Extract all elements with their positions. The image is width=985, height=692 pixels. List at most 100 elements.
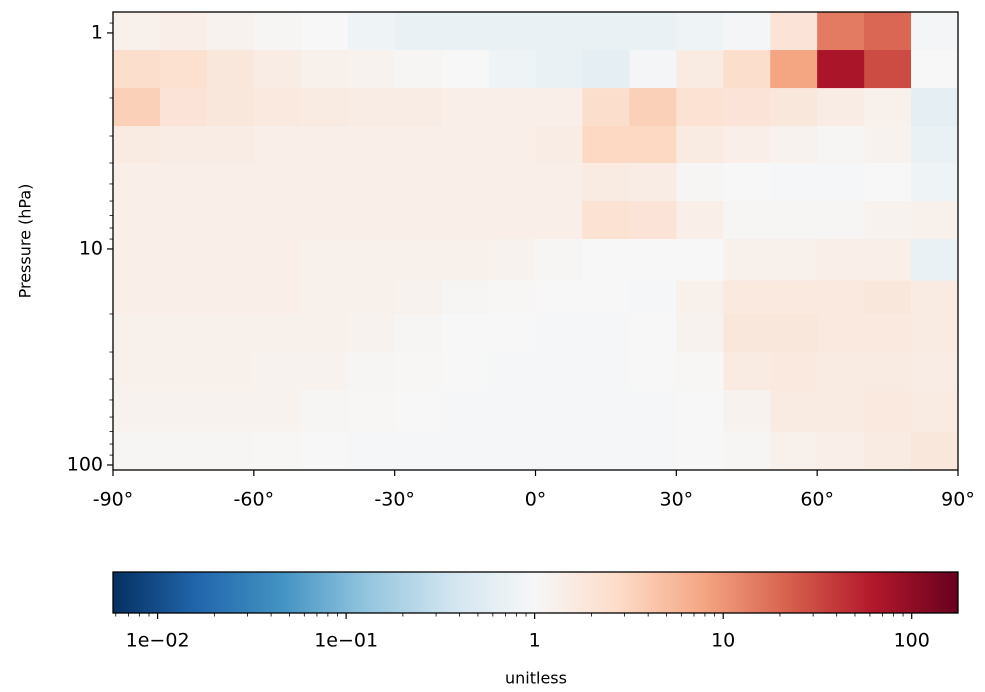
- heatmap-cell: [770, 201, 818, 240]
- heatmap-cell: [676, 88, 724, 127]
- heatmap-cell: [864, 88, 912, 127]
- heatmap-cell: [582, 162, 630, 202]
- heatmap-cell: [817, 239, 865, 282]
- heatmap-cell: [535, 50, 583, 89]
- heatmap-cell: [629, 126, 677, 164]
- heatmap-cell: [911, 162, 959, 202]
- heatmap-cell: [770, 390, 818, 433]
- heatmap-cell: [864, 239, 912, 282]
- heatmap-cell: [300, 126, 349, 164]
- heatmap-cell: [817, 201, 865, 240]
- heatmap-cell: [113, 162, 161, 202]
- heatmap-cell: [817, 126, 865, 164]
- heatmap-cell: [535, 162, 583, 202]
- heatmap-cell: [441, 162, 490, 202]
- heatmap-cell: [817, 352, 865, 391]
- colorbar-tick-label: 1e−01: [314, 630, 378, 652]
- heatmap-cell: [347, 239, 396, 282]
- x-tick-label: -90°: [93, 489, 134, 511]
- heatmap-cell: [394, 88, 443, 127]
- heatmap-cell: [770, 313, 818, 353]
- heatmap-cell: [441, 431, 490, 471]
- heatmap-cell: [723, 201, 771, 240]
- heatmap-cell: [159, 239, 208, 282]
- heatmap-cell: [394, 313, 443, 353]
- heatmap-cell: [911, 280, 959, 315]
- heatmap-cell: [394, 126, 443, 164]
- heatmap-cell: [206, 88, 255, 127]
- heatmap-cell: [347, 201, 396, 240]
- heatmap-cell: [723, 431, 771, 471]
- heatmap-cell: [113, 280, 161, 315]
- heatmap-cell: [206, 162, 255, 202]
- heatmap-cell: [770, 50, 818, 89]
- heatmap-cell: [159, 390, 208, 433]
- heatmap-cell: [113, 352, 161, 391]
- heatmap-cell: [770, 88, 818, 127]
- heatmap-cell: [582, 201, 630, 240]
- heatmap-cell: [253, 280, 302, 315]
- heatmap-cell: [864, 352, 912, 391]
- heatmap-cell: [535, 390, 583, 433]
- heatmap-cell: [113, 313, 161, 353]
- heatmap-cell: [864, 390, 912, 433]
- heatmap-cell: [159, 201, 208, 240]
- heatmap-cell: [629, 280, 677, 315]
- heatmap-cell: [253, 50, 302, 89]
- heatmap-cell: [300, 88, 349, 127]
- heatmap-cell: [394, 50, 443, 89]
- heatmap-cell: [864, 201, 912, 240]
- heatmap-cell: [911, 50, 959, 89]
- heatmap-cell: [582, 126, 630, 164]
- heatmap-cell: [488, 50, 536, 89]
- heatmap-cell: [770, 431, 818, 471]
- heatmap-cell: [770, 239, 818, 282]
- heatmap-cell: [441, 12, 490, 51]
- heatmap-cell: [488, 280, 536, 315]
- heatmap-cell: [817, 88, 865, 127]
- heatmap-cell: [723, 162, 771, 202]
- heatmap-cell: [676, 201, 724, 240]
- heatmap-cell: [676, 12, 724, 51]
- heatmap-cell: [864, 126, 912, 164]
- heatmap-cell: [394, 239, 443, 282]
- heatmap-cell: [488, 201, 536, 240]
- heatmap-cell: [676, 313, 724, 353]
- heatmap-cell: [300, 313, 349, 353]
- heatmap-cell: [347, 88, 396, 127]
- heatmap-cell: [488, 88, 536, 127]
- heatmap-cell: [723, 239, 771, 282]
- heatmap-cell: [206, 201, 255, 240]
- heatmap-cell: [206, 352, 255, 391]
- heatmap-cell: [629, 162, 677, 202]
- heatmap-cell: [159, 162, 208, 202]
- colorbar: [112, 571, 959, 614]
- heatmap-cell: [488, 12, 536, 51]
- heatmap-cell: [723, 352, 771, 391]
- heatmap-cell: [676, 280, 724, 315]
- heatmap-cell: [488, 126, 536, 164]
- heatmap-cell: [911, 12, 959, 51]
- colorbar-tick-label: 1: [529, 630, 541, 652]
- heatmap-cell: [629, 12, 677, 51]
- heatmap-cell: [676, 239, 724, 282]
- heatmap-cell: [629, 431, 677, 471]
- heatmap-cell: [113, 12, 161, 51]
- heatmap-cell: [441, 239, 490, 282]
- heatmap-cell: [488, 313, 536, 353]
- heatmap-cell: [723, 313, 771, 353]
- heatmap-cell: [817, 280, 865, 315]
- heatmap-cell: [159, 88, 208, 127]
- heatmap-cell: [394, 162, 443, 202]
- heatmap-cell: [770, 12, 818, 51]
- heatmap-cell: [911, 390, 959, 433]
- heatmap-cell: [582, 280, 630, 315]
- y-axis-label: Pressure (hPa): [16, 184, 35, 299]
- heatmap-cell: [488, 239, 536, 282]
- heatmap-cell: [206, 390, 255, 433]
- heatmap-cell: [253, 12, 302, 51]
- heatmap-cell: [159, 313, 208, 353]
- x-tick-label: 30°: [659, 489, 693, 511]
- heatmap-cell: [582, 431, 630, 471]
- heatmap-cell: [300, 50, 349, 89]
